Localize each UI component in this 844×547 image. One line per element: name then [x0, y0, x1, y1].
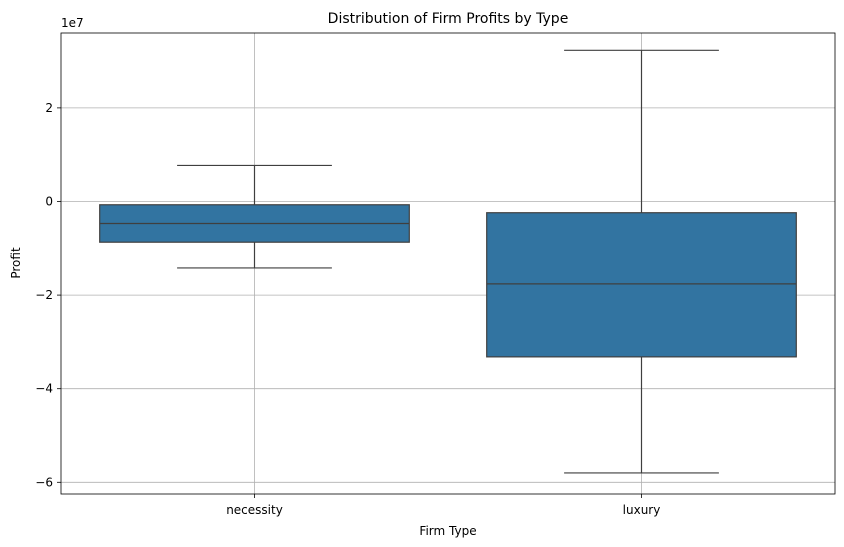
y-axis-label: Profit: [9, 247, 23, 279]
x-axis-label: Firm Type: [419, 524, 476, 538]
axis-layer: −6 −4 −2 0 2 necessity luxury: [35, 101, 660, 517]
box-layer: [99, 49, 797, 474]
box-necessity: [99, 164, 410, 269]
y-tick-label: −2: [35, 288, 53, 302]
y-multiplier-label: 1e7: [61, 16, 84, 30]
y-tick-label: 2: [45, 101, 53, 115]
iqr-box: [486, 212, 797, 358]
y-tick-label: −4: [35, 382, 53, 396]
chart-title: Distribution of Firm Profits by Type: [328, 11, 569, 27]
x-tick-label: necessity: [226, 503, 283, 517]
box-luxury: [486, 49, 797, 474]
y-tick-label: 0: [45, 194, 53, 208]
x-tick-label: luxury: [623, 503, 661, 517]
y-tick-label: −6: [35, 475, 53, 489]
plot-frame: [60, 32, 836, 495]
